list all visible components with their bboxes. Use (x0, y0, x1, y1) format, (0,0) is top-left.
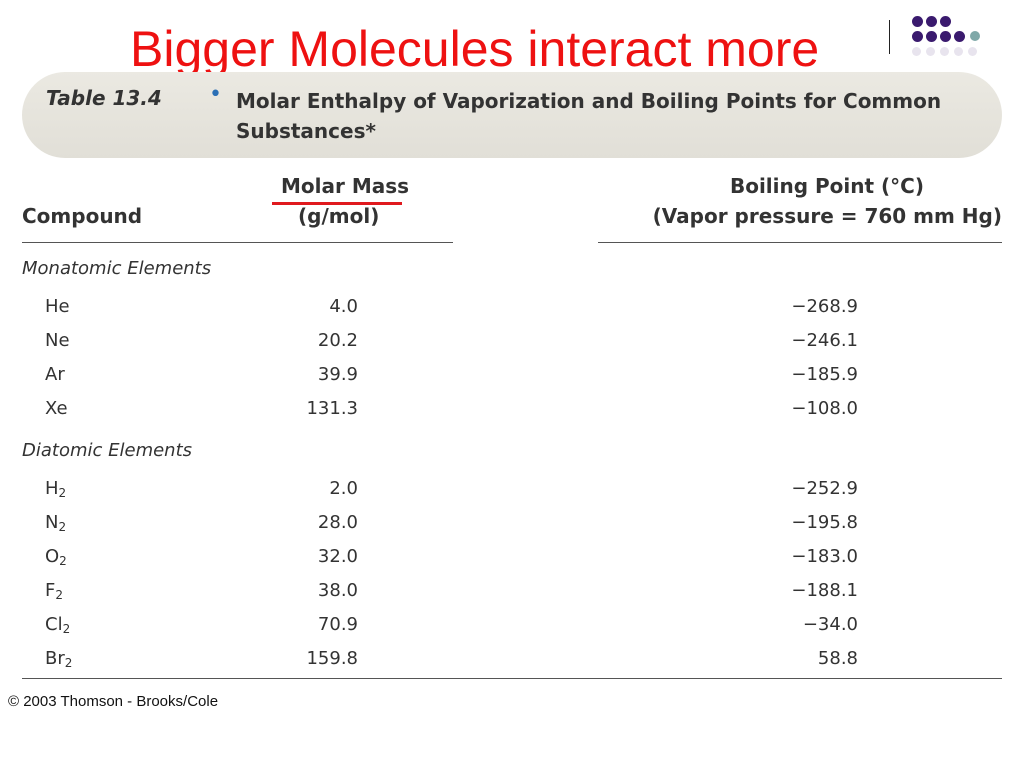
molar-mass-value: 32.0 (317, 546, 358, 567)
decorative-dot (940, 31, 951, 42)
group-label: Diatomic Elements (22, 440, 193, 461)
boiling-point-value: −252.9 (791, 478, 858, 499)
table-bottom-rule (22, 678, 1002, 679)
boiling-point-value: −188.1 (791, 580, 858, 601)
slide-title: Bigger Molecules interact more (130, 21, 820, 77)
compound-name: Ne (45, 330, 70, 351)
decorative-dots-logo (912, 16, 992, 60)
molar-mass-highlight-underline (272, 202, 402, 205)
compound-name: He (45, 296, 70, 317)
header-molar-mass-unit: (g/mol) (298, 204, 380, 228)
table-number: Table 13.4 (46, 86, 162, 110)
decorative-dot (926, 47, 935, 56)
compound-name: O2 (45, 546, 67, 568)
header-compound: Compound (22, 204, 143, 228)
decorative-dot (926, 16, 937, 27)
header-rule-left (22, 242, 453, 243)
molar-mass-value: 159.8 (306, 648, 358, 669)
boiling-point-value: −246.1 (791, 330, 858, 351)
molar-mass-value: 2.0 (329, 478, 358, 499)
header-boiling-point: Boiling Point (°C) (729, 174, 924, 198)
decorative-dot (912, 31, 923, 42)
decorative-dot (940, 16, 951, 27)
decorative-dot (940, 47, 949, 56)
compound-name: N2 (45, 512, 67, 534)
bullet-icon: • (209, 82, 222, 107)
copyright: © 2003 Thomson - Brooks/Cole (8, 693, 219, 710)
boiling-point-value: −108.0 (791, 398, 858, 419)
group-label: Monatomic Elements (22, 258, 212, 279)
decorative-dot (954, 47, 963, 56)
title-divider (889, 20, 890, 54)
boiling-point-value: −185.9 (791, 364, 858, 385)
decorative-dot (912, 16, 923, 27)
molar-mass-value: 70.9 (317, 614, 358, 635)
decorative-dot (954, 31, 965, 42)
compound-name: Xe (45, 398, 68, 419)
decorative-dot (970, 31, 980, 41)
boiling-point-value: −195.8 (791, 512, 858, 533)
header-molar-mass: Molar Mass (281, 174, 410, 198)
molar-mass-value: 28.0 (317, 512, 358, 533)
decorative-dot (926, 31, 937, 42)
compound-name: H2 (45, 478, 67, 500)
compound-name: Ar (45, 364, 65, 385)
molar-mass-value: 39.9 (317, 364, 358, 385)
compound-name: Cl2 (45, 614, 71, 636)
compound-name: F2 (45, 580, 63, 602)
molar-mass-value: 131.3 (306, 398, 358, 419)
boiling-point-value: −183.0 (791, 546, 858, 567)
table-caption: Molar Enthalpy of Vaporization and Boili… (236, 89, 942, 143)
molar-mass-value: 20.2 (317, 330, 358, 351)
boiling-point-value: −268.9 (791, 296, 858, 317)
boiling-point-value: −34.0 (802, 614, 858, 635)
header-vapor-pressure: (Vapor pressure = 760 mm Hg) (652, 204, 1002, 228)
molar-mass-value: 4.0 (329, 296, 358, 317)
boiling-point-value: 58.8 (817, 648, 858, 669)
table-caption-banner: Table 13.4 • Molar Enthalpy of Vaporizat… (22, 72, 1002, 158)
header-rule-right (598, 242, 1002, 243)
molar-mass-value: 38.0 (317, 580, 358, 601)
compound-name: Br2 (45, 648, 73, 670)
decorative-dot (912, 47, 921, 56)
decorative-dot (968, 47, 977, 56)
